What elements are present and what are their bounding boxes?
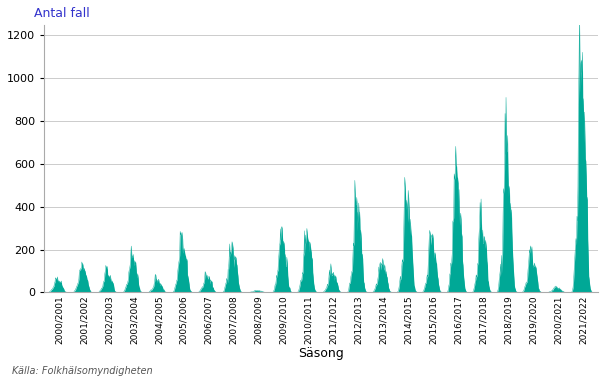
Text: Antal fall: Antal fall (34, 7, 90, 20)
Text: Källa: Folkhälsomyndigheten: Källa: Folkhälsomyndigheten (12, 366, 152, 376)
X-axis label: Säsong: Säsong (298, 347, 344, 360)
